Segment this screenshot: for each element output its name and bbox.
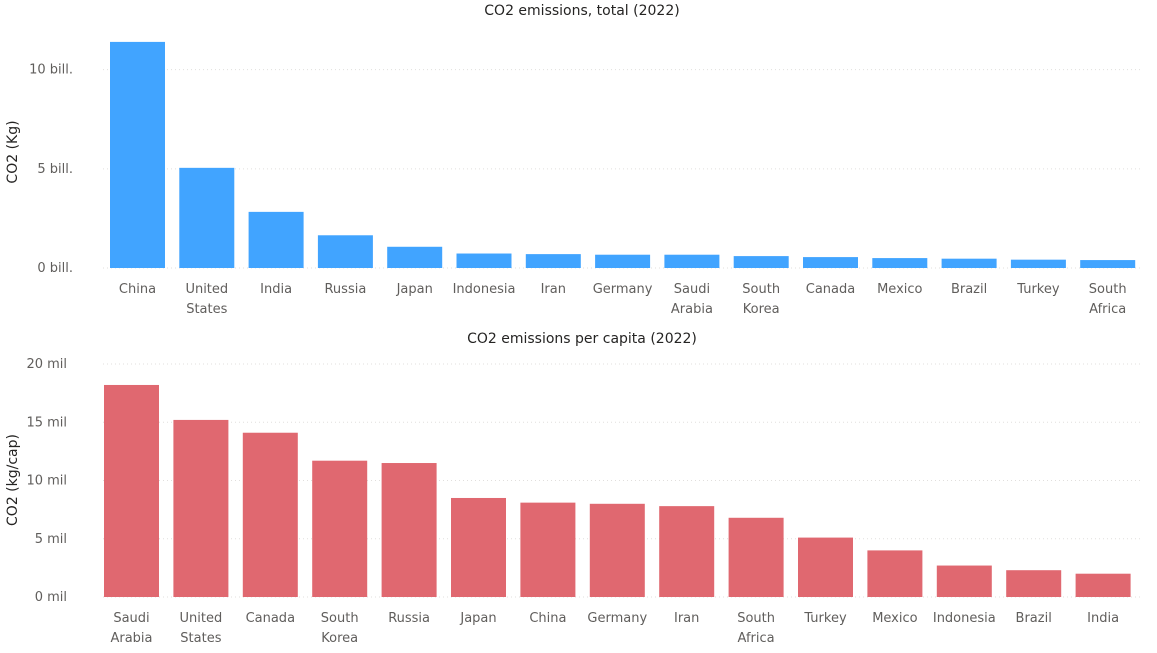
x-tick-label: Korea — [321, 631, 358, 646]
x-tick-label: United — [180, 611, 223, 626]
bar — [248, 211, 304, 268]
bar — [659, 506, 715, 597]
y-axis-label: CO2 (Kg) — [5, 120, 21, 183]
y-tick-label: 20 mil — [26, 357, 67, 372]
chart-1: 0 bill. 5 bill. 10 bill. CO2 emissions, tot… — [5, 3, 1140, 317]
bar — [664, 254, 720, 268]
bar — [867, 550, 923, 597]
y-tick-label: 0 bill. — [37, 261, 73, 276]
bar — [520, 502, 576, 597]
chart-title: CO2 emissions, total (2022) — [484, 3, 679, 19]
x-tick-label: Africa — [1089, 302, 1126, 317]
x-tick-label: Germany — [587, 611, 647, 626]
x-tick-label: India — [260, 282, 292, 297]
bar — [733, 256, 789, 268]
x-tick-label: Brazil — [1016, 611, 1052, 626]
bar — [941, 258, 997, 268]
bar — [803, 257, 858, 268]
x-tick-label: Indonesia — [453, 282, 516, 297]
x-tick-label: Turkey — [803, 611, 847, 626]
bar — [728, 517, 784, 597]
bar — [1080, 260, 1136, 268]
x-tick-label: Arabia — [110, 631, 152, 646]
chart-2: 0 mil 5 mil 10 mil 15 mil 20 mil CO2 emission… — [5, 331, 1140, 646]
bar — [525, 254, 581, 268]
bar — [1075, 573, 1131, 597]
x-tick-label: South — [321, 611, 359, 626]
x-tick-label: States — [180, 631, 221, 646]
bar — [589, 503, 645, 597]
x-tick-label: South — [1089, 282, 1127, 297]
x-tick-label: South — [742, 282, 780, 297]
y-axis-label: CO2 (kg/cap) — [5, 434, 21, 526]
x-tick-label: States — [186, 302, 227, 317]
y-tick-label: 5 bill. — [37, 162, 73, 177]
y-tick-label: 0 mil — [35, 590, 67, 605]
x-tick-label: Russia — [324, 282, 366, 297]
bar — [872, 258, 928, 268]
x-tick-label: Mexico — [872, 611, 917, 626]
x-tick-label: Russia — [388, 611, 430, 626]
x-tick-label: Germany — [593, 282, 653, 297]
y-tick-label: 15 mil — [26, 415, 67, 430]
x-tick-label: Japan — [459, 611, 496, 626]
bar — [179, 167, 235, 268]
bar — [110, 41, 165, 269]
chart-title: CO2 emissions per capita (2022) — [467, 331, 697, 347]
y-tick-label: 10 bill. — [29, 63, 73, 78]
x-tick-label: Korea — [743, 302, 780, 317]
bar — [451, 497, 506, 597]
x-tick-label: Africa — [738, 631, 775, 646]
y-tick-label: 10 mil — [26, 474, 67, 489]
x-tick-label: Mexico — [877, 282, 922, 297]
bar — [381, 463, 437, 597]
bar — [104, 384, 159, 597]
x-tick-label: South — [737, 611, 775, 626]
bar — [456, 253, 512, 268]
bar — [1010, 259, 1066, 268]
x-tick-label: Iran — [541, 282, 566, 297]
x-tick-label: Indonesia — [933, 611, 996, 626]
bar — [798, 537, 853, 597]
x-tick-label: Saudi — [113, 611, 149, 626]
x-tick-label: Arabia — [671, 302, 713, 317]
bar — [317, 235, 373, 268]
bar — [595, 254, 651, 268]
bar — [312, 460, 368, 597]
bar — [1006, 570, 1062, 597]
x-tick-label: Japan — [396, 282, 433, 297]
y-tick-label: 5 mil — [35, 532, 67, 547]
x-tick-label: China — [529, 611, 566, 626]
x-tick-label: Iran — [674, 611, 699, 626]
x-tick-label: China — [119, 282, 156, 297]
x-tick-label: Saudi — [674, 282, 710, 297]
bar — [242, 432, 298, 597]
bar — [936, 565, 992, 597]
x-tick-label: Canada — [806, 282, 855, 297]
bar — [387, 246, 443, 268]
x-tick-label: Brazil — [951, 282, 987, 297]
x-tick-label: Canada — [246, 611, 295, 626]
x-tick-label: India — [1087, 611, 1119, 626]
x-tick-label: United — [185, 282, 228, 297]
x-tick-label: Turkey — [1016, 282, 1060, 297]
bar — [173, 419, 229, 597]
